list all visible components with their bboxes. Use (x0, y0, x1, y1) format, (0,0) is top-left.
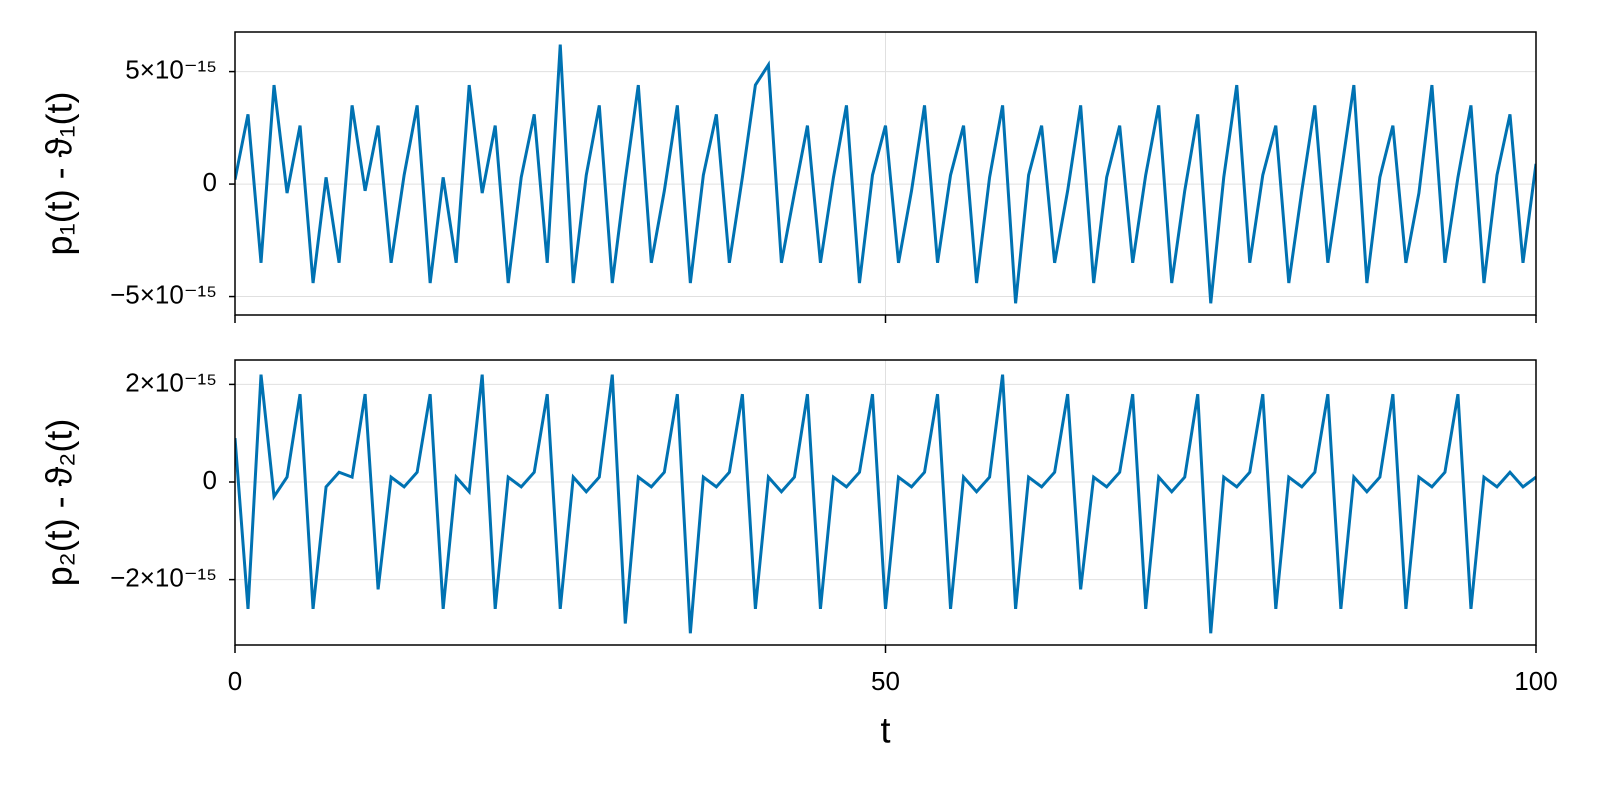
y-axis-label: p₂(t) - ϑ₂(t) (39, 419, 80, 587)
x-tick-label: 50 (871, 666, 900, 696)
x-tick-label: 0 (228, 666, 242, 696)
y-axis-label: p₁(t) - ϑ₁(t) (39, 92, 80, 256)
x-tick-label: 100 (1514, 666, 1557, 696)
y-tick-label: −5×10⁻¹⁵ (110, 279, 217, 309)
data-line (235, 374, 1536, 634)
plot-frame (234, 31, 1537, 316)
y-tick-label: −2×10⁻¹⁵ (110, 562, 217, 592)
y-tick-label: 2×10⁻¹⁵ (125, 367, 217, 397)
plot-frame (234, 359, 1537, 646)
y-tick-label: 0 (203, 465, 217, 495)
y-tick-label: 0 (203, 167, 217, 197)
data-line (235, 44, 1536, 304)
y-tick-label: 5×10⁻¹⁵ (125, 54, 217, 84)
x-axis-label: t (880, 710, 890, 751)
